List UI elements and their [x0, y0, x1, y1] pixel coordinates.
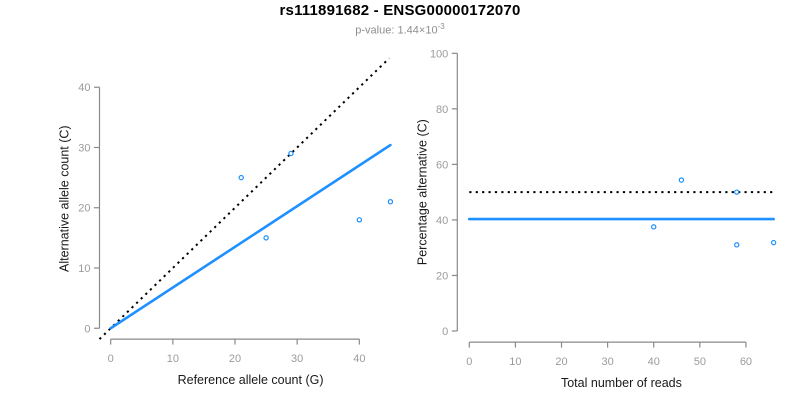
- x-axis-label: Reference allele count (G): [178, 373, 324, 387]
- y-axis-label: Alternative allele count (C): [58, 125, 72, 272]
- figure-subtitle: p-value: 1.44×10-3: [0, 22, 800, 37]
- x-tick-label: 0: [108, 353, 114, 365]
- data-point: [734, 189, 740, 195]
- x-tick-label: 30: [601, 356, 613, 368]
- y-tick-label: 10: [78, 263, 90, 275]
- data-point: [238, 174, 244, 181]
- pvalue-prefix: p-value:: [355, 24, 398, 37]
- x-tick-label: 20: [555, 356, 567, 368]
- data-point: [734, 242, 740, 248]
- x-tick-label: 20: [229, 353, 241, 365]
- pvalue-exponent: -3: [437, 22, 445, 31]
- x-tick-label: 0: [466, 356, 472, 368]
- x-tick-label: 10: [509, 356, 521, 368]
- x-tick-label: 40: [353, 353, 365, 365]
- allele-counts-scatter: 0 10 20 30 40 0 10 20 30 40 Reference allele count…: [58, 57, 394, 387]
- x-axis-label: Total number of reads: [561, 376, 682, 390]
- y-tick-label: 60: [436, 159, 448, 171]
- data-point: [356, 217, 363, 223]
- percentage-scatter: 0 10 20 30 40 50 60 0 20 40 60 80 100 Total number of…: [415, 48, 777, 390]
- fitted-line: [109, 143, 392, 330]
- x-tick-label: 40: [648, 356, 660, 368]
- y-tick-label: 80: [436, 104, 448, 116]
- y-tick-label: 30: [78, 142, 90, 154]
- data-point: [263, 235, 269, 241]
- y-axis-label: Percentage alternative (C): [415, 119, 429, 265]
- x-tick-label: 30: [291, 353, 303, 365]
- pvalue-mantissa: 1.44: [397, 24, 419, 37]
- data-point: [651, 224, 657, 230]
- data-point: [387, 199, 394, 205]
- data-point: [678, 177, 685, 183]
- y-tick-label: 40: [78, 82, 90, 94]
- figure-title: rs111891682 - ENSG00000172070: [279, 2, 521, 19]
- pvalue-times: ×10: [418, 24, 438, 37]
- x-tick-label: 50: [694, 356, 706, 368]
- y-tick-label: 40: [436, 215, 448, 227]
- data-point: [288, 150, 294, 157]
- y-tick-label: 0: [442, 326, 448, 338]
- y-tick-label: 0: [84, 323, 90, 335]
- x-tick-label: 10: [167, 353, 179, 365]
- y-tick-label: 20: [78, 203, 90, 215]
- data-point: [770, 239, 777, 246]
- y-tick-label: 20: [436, 270, 448, 282]
- y-tick-label: 100: [430, 48, 448, 60]
- x-tick-label: 60: [740, 356, 752, 368]
- identity-line: [98, 57, 390, 340]
